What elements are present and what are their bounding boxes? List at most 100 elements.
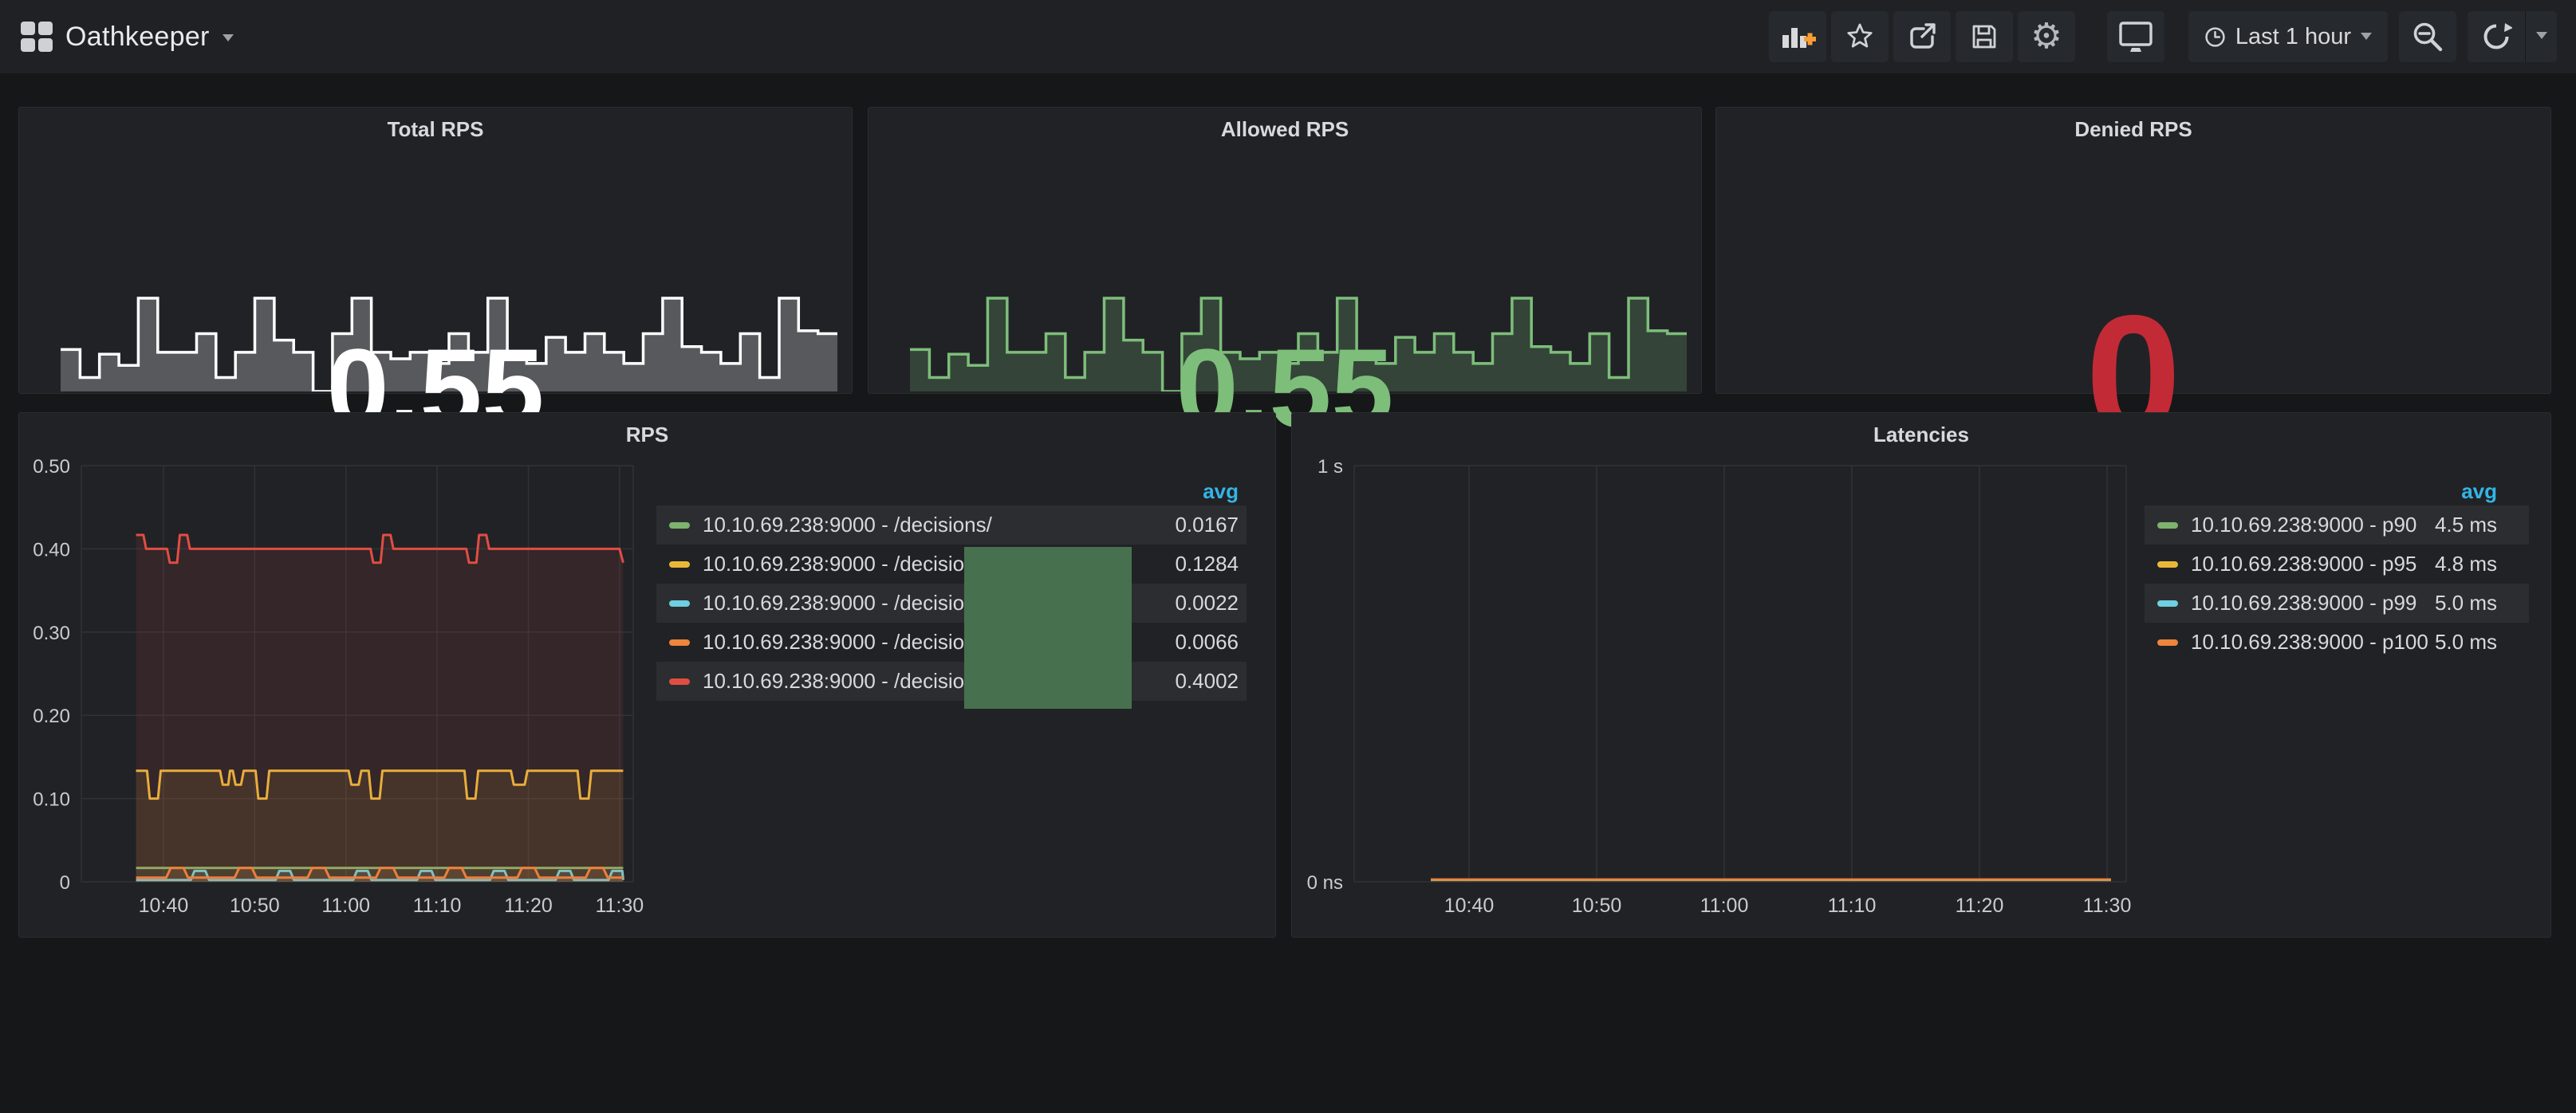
total-rps-sparkline [61,295,837,391]
series-color-swatch[interactable] [669,600,690,607]
panel-title-total-rps[interactable]: Total RPS [387,117,484,141]
series-color-swatch[interactable] [669,560,690,568]
rps-chart[interactable]: 0 0.10 0.20 0.30 0.40 0.50 10:40 10:50 11:00 11:1… [30,454,646,926]
legend-row[interactable]: 10.10.69.238:9000 - /decisions/ 0.0022 [656,584,1247,623]
svg-text:10:40: 10:40 [139,895,189,917]
legend-avg-value: 0.0167 [1175,513,1239,537]
legend-series-label[interactable]: 10.10.69.238:9000 - /decisions/ [703,552,992,576]
svg-text:11:30: 11:30 [595,895,644,917]
legend-series-label[interactable]: 10.10.69.238:9000 - p100 [2191,630,2428,654]
navbar: Oathkeeper [0,0,2576,73]
latencies-chart[interactable]: 0 ns 1 s 10:40 10:50 11:00 11:10 11:20 11:30 [1294,454,2134,926]
svg-text:0.30: 0.30 [33,623,70,644]
legend-avg-value: 0.0022 [1175,591,1239,615]
svg-text:1 s: 1 s [1318,456,1343,478]
legend-row[interactable]: 10.10.69.238:9000 - p95 4.8 ms [2145,545,2529,584]
save-button[interactable] [1955,11,2013,62]
panel-total-rps: Total RPS 0.55 [18,107,853,444]
legend-avg-value: 0.4002 [1175,669,1239,693]
svg-text:10:50: 10:50 [230,895,280,917]
star-button[interactable] [1830,11,1889,62]
legend-avg-header[interactable]: avg [1203,478,1239,503]
panel-title-latencies[interactable]: Latencies [1873,423,1969,446]
svg-text:10:40: 10:40 [1444,895,1495,917]
series-color-swatch[interactable] [669,678,690,685]
legend-series-label[interactable]: 10.10.69.238:9000 - /decisions/ [703,669,992,693]
tv-mode-button[interactable] [2106,11,2164,62]
series-color-swatch[interactable] [2157,600,2178,607]
series-color-swatch[interactable] [2157,521,2178,529]
legend-series-label[interactable]: 10.10.69.238:9000 - p95 [2191,552,2417,576]
caret-down-icon [2361,33,2372,45]
svg-text:11:20: 11:20 [504,895,553,917]
zoom-out-icon [2413,22,2443,52]
legend-avg-value: 5.0 ms [2434,591,2497,615]
legend-row[interactable]: 10.10.69.238:9000 - /decisions/ 0.1284 [656,545,1247,584]
legend-series-label[interactable]: 10.10.69.238:9000 - /decisions/ [703,630,992,654]
time-range-picker[interactable]: Last 1 hour [2188,11,2388,62]
legend-row[interactable]: 10.10.69.238:9000 - /decisions/ 0.0066 [656,623,1247,662]
refresh-button[interactable] [2468,11,2525,62]
svg-text:0: 0 [60,872,70,894]
legend-row[interactable]: 10.10.69.238:9000 - /decisions/ 0.4002 [656,662,1247,701]
svg-text:0.10: 0.10 [33,789,70,811]
svg-text:11:30: 11:30 [2083,895,2132,917]
panel-title-rps[interactable]: RPS [625,423,669,446]
svg-text:11:00: 11:00 [321,895,370,917]
legend-row[interactable]: 10.10.69.238:9000 - p100 5.0 ms [2145,623,2529,662]
legend-avg-value: 4.8 ms [2434,552,2497,576]
svg-text:10:50: 10:50 [1572,895,1622,917]
add-panel-icon [1782,28,1816,48]
svg-text:0.20: 0.20 [33,706,70,727]
legend-avg-value: 5.0 ms [2434,630,2497,654]
legend-series-label[interactable]: 10.10.69.238:9000 - p99 [2191,591,2417,615]
svg-text:0 ns: 0 ns [1307,872,1343,894]
legend-row[interactable]: 10.10.69.238:9000 - p99 5.0 ms [2145,584,2529,623]
refresh-interval-dropdown[interactable] [2525,11,2557,62]
svg-text:0.50: 0.50 [33,456,70,478]
caret-down-icon[interactable] [222,34,234,47]
panel-allowed-rps: Allowed RPS 0.55 [868,107,1702,444]
add-panel-button[interactable] [1768,11,1826,62]
redaction-overlay [964,547,1132,709]
legend-avg-value: 0.1284 [1175,552,1239,576]
legend-series-label[interactable]: 10.10.69.238:9000 - /decisions/ [703,591,992,615]
series-color-swatch[interactable] [669,639,690,646]
settings-gear-icon: ⚙ [2030,16,2062,57]
series-color-swatch[interactable] [669,521,690,529]
dashboard-title-button[interactable]: Oathkeeper [21,0,234,73]
legend-series-label[interactable]: 10.10.69.238:9000 - p90 [2191,513,2417,537]
legend-row[interactable]: 10.10.69.238:9000 - /decisions/ 0.0167 [656,505,1247,545]
svg-text:11:10: 11:10 [1828,895,1877,917]
latencies-legend: avg 10.10.69.238:9000 - p90 4.5 ms 10.10… [2145,477,2529,662]
dashboard-grid-logo-icon[interactable] [21,22,53,52]
svg-text:11:10: 11:10 [413,895,462,917]
panel-title-allowed-rps[interactable]: Allowed RPS [1220,117,1349,141]
panel-denied-rps: Denied RPS 0 [1715,107,2551,461]
save-icon [1972,25,1996,49]
legend-avg-value: 4.5 ms [2434,513,2497,537]
time-range-label: Last 1 hour [2235,23,2351,49]
svg-text:11:20: 11:20 [1956,895,2004,917]
star-icon [1847,23,1873,48]
series-color-swatch[interactable] [2157,639,2178,646]
zoom-out-button[interactable] [2399,11,2456,62]
panel-latencies: Latencies 0 ns 1 s 10:40 10:50 11:00 11:10 11:… [1291,412,2551,938]
tv-mode-icon [2119,22,2153,52]
allowed-rps-sparkline [910,295,1687,391]
navbar-actions: ⚙ Last 1 hour [1768,11,2557,62]
svg-text:0.40: 0.40 [33,539,70,560]
share-button[interactable] [1893,11,1951,62]
settings-button[interactable]: ⚙ [2017,11,2075,62]
dashboard-title[interactable]: Oathkeeper [65,21,210,52]
share-icon [1910,23,1936,49]
panel-rps: RPS 0 0.10 0.20 0.30 0.40 0.50 10:40 10:50 11:00… [18,412,1276,938]
series-color-swatch[interactable] [2157,560,2178,568]
clock-icon [2205,26,2225,47]
legend-series-label[interactable]: 10.10.69.238:9000 - /decisions/ [703,513,992,537]
refresh-icon [2483,23,2512,49]
legend-avg-value: 0.0066 [1175,630,1239,654]
panel-title-denied-rps[interactable]: Denied RPS [2074,117,2192,141]
legend-row[interactable]: 10.10.69.238:9000 - p90 4.5 ms [2145,505,2529,545]
legend-avg-header[interactable]: avg [2461,478,2497,503]
